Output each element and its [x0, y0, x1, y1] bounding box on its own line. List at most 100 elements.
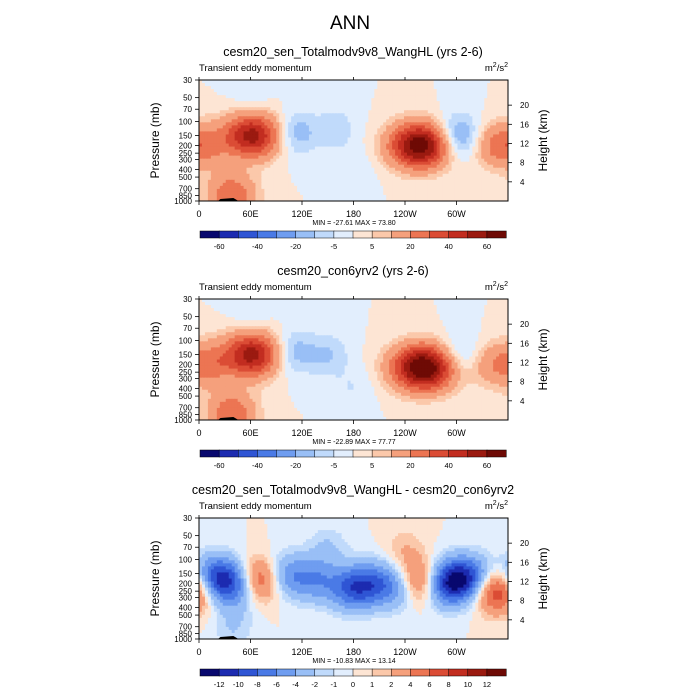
colorbar-label: -1: [331, 680, 338, 689]
colorbar-label: 20: [406, 461, 414, 470]
panel-title: cesm20_sen_Totalmodv9v8_WangHL (yrs 2-6): [223, 45, 483, 59]
y-tick-label: 200: [179, 579, 193, 588]
colorbar-label: 0: [351, 680, 355, 689]
y-tick-label: 300: [179, 374, 193, 383]
colorbar-swatch: [295, 230, 316, 239]
y-tick-label: 150: [179, 351, 193, 360]
colorbar-swatch: [199, 230, 220, 239]
colorbar-label: -6: [273, 680, 280, 689]
y2-tick-label: 8: [520, 597, 525, 606]
colorbar-swatch: [295, 449, 316, 458]
x-tick-label: 60E: [242, 209, 258, 219]
x-tick-label: 60E: [242, 647, 258, 657]
colorbar-swatch: [333, 230, 354, 239]
colorbar-swatch: [448, 668, 469, 677]
x-tick-label: 0: [196, 647, 201, 657]
panel-subtitle: Transient eddy momentum: [199, 501, 312, 512]
colorbar-swatch: [486, 668, 507, 677]
colorbar-label: -60: [214, 242, 225, 251]
units-label: m2/s2: [485, 281, 508, 293]
colorbar-swatch: [257, 230, 278, 239]
y-tick-label: 100: [179, 556, 193, 565]
y-axis-label: Pressure (mb): [148, 540, 162, 616]
colorbar-swatch: [371, 668, 392, 677]
colorbar-label: -4: [292, 680, 299, 689]
colorbar-swatch: [314, 449, 335, 458]
y-tick-label: 70: [183, 543, 192, 552]
y-tick-label: 30: [183, 76, 192, 85]
y-tick-label: 300: [179, 593, 193, 602]
colorbar-swatch: [314, 668, 335, 677]
colorbar-swatch: [218, 449, 239, 458]
y2-tick-label: 12: [520, 577, 529, 586]
colorbar-label: 2: [389, 680, 393, 689]
y2-axis-label: Height (km): [536, 328, 550, 390]
colorbar-label: 60: [483, 242, 491, 251]
x-tick-label: 120W: [393, 209, 417, 219]
colorbar-label: 12: [483, 680, 491, 689]
units-label: m2/s2: [485, 62, 508, 74]
colorbar-label: -20: [290, 461, 301, 470]
terrain-mask: [217, 636, 239, 639]
y-tick-label: 250: [179, 587, 193, 596]
y2-tick-label: 16: [520, 120, 529, 129]
colorbar-label: -40: [252, 242, 263, 251]
x-tick-label: 0: [196, 209, 201, 219]
y-tick-label: 500: [179, 392, 193, 401]
y-tick-label: 850: [179, 629, 193, 638]
colorbar-swatch: [333, 449, 354, 458]
y-tick-label: 300: [179, 155, 193, 164]
panel-subtitle: Transient eddy momentum: [199, 63, 312, 74]
colorbar-label: 6: [427, 680, 431, 689]
colorbar-swatch: [429, 449, 450, 458]
colorbar-swatch: [276, 230, 297, 239]
units-label: m2/s2: [485, 500, 508, 512]
x-tick-label: 60W: [447, 209, 466, 219]
y-tick-label: 100: [179, 118, 193, 127]
colorbar-swatch: [295, 668, 316, 677]
y2-axis-label: Height (km): [536, 109, 550, 171]
y-tick-label: 200: [179, 360, 193, 369]
y-tick-label: 70: [183, 105, 192, 114]
colorbar-swatch: [448, 230, 469, 239]
colorbar-swatch: [467, 668, 488, 677]
x-tick-label: 0: [196, 428, 201, 438]
y-tick-label: 850: [179, 410, 193, 419]
y-tick-label: 700: [179, 185, 193, 194]
y-tick-label: 200: [179, 141, 193, 150]
colorbar-label: -5: [331, 461, 338, 470]
y2-tick-label: 16: [520, 339, 529, 348]
y-tick-label: 400: [179, 165, 193, 174]
colorbar-swatch: [276, 668, 297, 677]
contour-field: [199, 518, 508, 639]
x-tick-label: 60W: [447, 428, 466, 438]
x-tick-label: 60E: [242, 428, 258, 438]
colorbar-swatch: [486, 230, 507, 239]
x-tick-label: 120E: [291, 647, 312, 657]
chart-panel-3: cesm20_sen_Totalmodv9v8_WangHL - cesm20_…: [148, 483, 550, 689]
y-tick-label: 150: [179, 570, 193, 579]
colorbar-label: 40: [444, 242, 452, 251]
y-tick-label: 70: [183, 324, 192, 333]
y-tick-label: 700: [179, 404, 193, 413]
y2-tick-label: 20: [520, 539, 529, 548]
colorbar-swatch: [352, 449, 373, 458]
min-max-stats: MIN = -27.61 MAX = 73.80: [312, 220, 395, 227]
colorbar-swatch: [391, 668, 411, 677]
colorbar-swatch: [352, 230, 373, 239]
x-tick-label: 120E: [291, 209, 312, 219]
colorbar-label: 8: [447, 680, 451, 689]
min-max-stats: MIN = -10.83 MAX = 13.14: [312, 658, 395, 665]
y-axis-label: Pressure (mb): [148, 102, 162, 178]
colorbar-label: -2: [311, 680, 318, 689]
colorbar-swatch: [410, 449, 431, 458]
colorbar-swatch: [257, 449, 278, 458]
colorbar-swatch: [199, 668, 220, 677]
colorbar-label: 10: [464, 680, 472, 689]
y-tick-label: 500: [179, 173, 193, 182]
y-tick-label: 400: [179, 384, 193, 393]
colorbar-label: 4: [408, 680, 412, 689]
x-tick-label: 60W: [447, 647, 466, 657]
colorbar-label: -12: [214, 680, 225, 689]
chart-panel-2: cesm20_con6yrv2 (yrs 2-6) Transient eddy …: [148, 264, 550, 470]
